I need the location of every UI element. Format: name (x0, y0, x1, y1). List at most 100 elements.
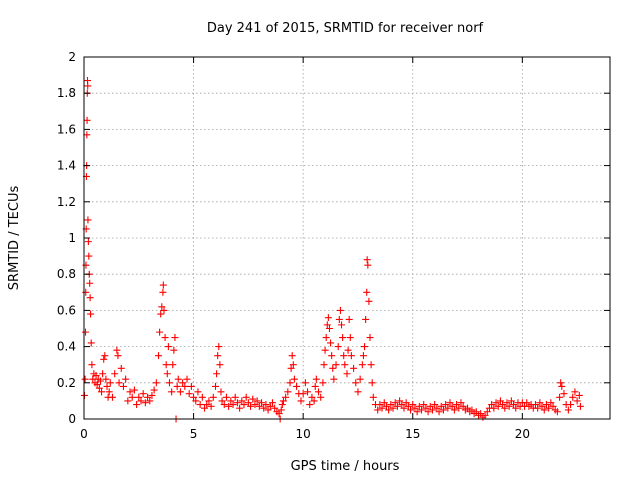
data-point (217, 388, 225, 396)
x-tick-label: 10 (296, 427, 311, 441)
data-point (181, 382, 189, 390)
data-point (329, 364, 337, 372)
data-point (137, 397, 145, 405)
data-point (311, 382, 319, 390)
data-point (168, 388, 176, 396)
data-point (398, 401, 406, 409)
data-point (393, 402, 401, 410)
data-point (284, 388, 292, 396)
data-point (523, 399, 531, 407)
chart-title: Day 241 of 2015, SRMTID for receiver nor… (207, 21, 484, 36)
data-point (369, 393, 377, 401)
data-point (99, 370, 107, 378)
data-point (203, 401, 211, 409)
data-point (214, 352, 222, 360)
data-point (207, 402, 215, 410)
data-point (358, 361, 366, 369)
data-point (457, 399, 465, 407)
data-point (322, 334, 330, 342)
data-point (325, 325, 333, 332)
data-point (376, 401, 384, 409)
data-point (556, 393, 564, 401)
y-tick-label: 0.4 (57, 340, 76, 354)
data-point (176, 388, 184, 396)
data-point (240, 401, 248, 409)
data-point (324, 314, 332, 322)
data-point (567, 401, 575, 409)
data-point (262, 401, 270, 409)
data-point (444, 404, 452, 412)
data-point (102, 375, 110, 383)
data-point (101, 352, 109, 360)
data-point (304, 388, 312, 396)
data-point (442, 401, 450, 409)
data-point (86, 279, 94, 287)
data-point (346, 334, 354, 342)
data-point (83, 116, 91, 124)
data-point (106, 379, 114, 387)
data-point (82, 328, 90, 336)
data-point (439, 406, 447, 414)
data-point (453, 401, 461, 409)
data-point (260, 404, 268, 412)
data-point (437, 402, 445, 410)
data-point (111, 370, 119, 378)
data-point (187, 382, 195, 390)
data-point (218, 397, 226, 405)
y-tick-label: 0.8 (57, 267, 76, 281)
data-point (549, 402, 557, 410)
data-point (378, 404, 386, 412)
data-point (229, 401, 237, 409)
data-point (119, 382, 127, 390)
y-tick-label: 2 (68, 50, 76, 64)
data-point (402, 399, 410, 407)
data-point (266, 402, 274, 410)
data-point (103, 382, 111, 390)
x-tick-label: 0 (80, 427, 88, 441)
data-point (85, 252, 93, 260)
data-point (128, 393, 136, 401)
y-tick-label: 1.8 (57, 86, 76, 100)
data-point (483, 408, 491, 416)
data-point (354, 388, 362, 396)
data-point (363, 256, 371, 264)
data-point (286, 379, 294, 387)
data-point (336, 306, 344, 314)
data-point (573, 397, 581, 405)
data-point (293, 382, 301, 390)
data-point (540, 406, 548, 414)
data-point (83, 131, 91, 139)
data-point (279, 397, 287, 405)
data-point (490, 404, 498, 412)
data-point (277, 406, 285, 414)
data-point (330, 375, 338, 383)
data-point (547, 399, 555, 407)
data-point (472, 408, 480, 416)
data-point (150, 386, 158, 394)
data-point (297, 397, 305, 405)
data-point (310, 397, 318, 405)
data-point (356, 375, 364, 383)
data-point (339, 334, 347, 342)
data-point (505, 402, 513, 410)
data-point (317, 393, 325, 401)
data-point (569, 393, 577, 401)
data-point (159, 281, 167, 289)
data-point (499, 401, 507, 409)
data-point (282, 393, 290, 401)
y-tick-label: 0.2 (57, 376, 76, 390)
data-point (323, 321, 331, 329)
data-point (205, 397, 213, 405)
data-point (496, 397, 504, 405)
data-point (503, 399, 511, 407)
data-point (288, 352, 296, 360)
data-point (171, 334, 179, 342)
data-point (385, 406, 393, 414)
data-point (209, 393, 217, 401)
data-point (363, 288, 371, 296)
data-point (271, 404, 279, 412)
data-point (133, 401, 141, 409)
data-point (244, 399, 252, 407)
data-point (185, 390, 193, 398)
